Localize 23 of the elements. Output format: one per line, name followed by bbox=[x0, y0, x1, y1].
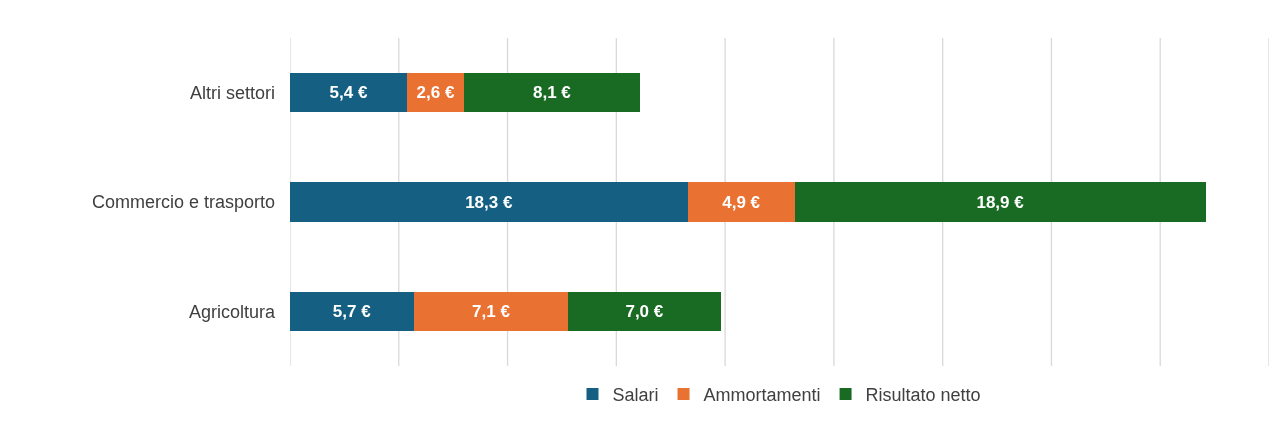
y-tick-label: Altri settori bbox=[189, 82, 275, 103]
bar bbox=[688, 182, 795, 222]
bar bbox=[464, 72, 641, 113]
y-tick-label: Commercio e trasporto bbox=[91, 192, 275, 213]
data-label: 4,9 € bbox=[722, 192, 761, 212]
bar bbox=[290, 291, 415, 332]
bar bbox=[794, 182, 1206, 222]
data-label: 18,3 € bbox=[465, 192, 513, 212]
data-label: 7,0 € bbox=[625, 301, 664, 321]
legend-label: Risultato netto bbox=[865, 385, 981, 406]
data-label: 7,1 € bbox=[472, 301, 511, 321]
bar bbox=[568, 291, 721, 332]
legend-label: Ammortamenti bbox=[703, 385, 821, 406]
legend-label: Salari bbox=[612, 385, 659, 406]
data-label: 2,6 € bbox=[416, 83, 455, 103]
data-label: 18,9 € bbox=[976, 192, 1025, 212]
bar bbox=[290, 72, 408, 113]
data-label: 8,1 € bbox=[532, 83, 572, 103]
bar bbox=[414, 291, 569, 332]
data-label: 5,7 € bbox=[332, 301, 372, 321]
data-label: 5,4 € bbox=[329, 83, 368, 103]
bar bbox=[290, 182, 689, 222]
y-tick-label: Agricoltura bbox=[188, 301, 276, 322]
